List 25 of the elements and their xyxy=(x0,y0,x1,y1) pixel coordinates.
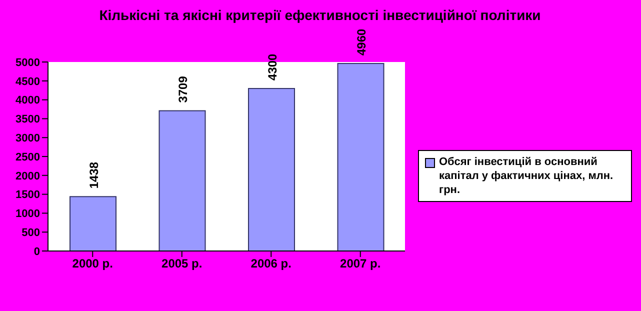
y-tick-label: 3500 xyxy=(16,114,40,126)
y-tick-label: 4500 xyxy=(16,76,40,88)
y-tick-label: 1500 xyxy=(16,189,40,202)
y-tick-label: 1000 xyxy=(16,208,40,220)
data-label: 4300 xyxy=(266,53,280,80)
bar xyxy=(248,88,295,251)
y-tick-label: 2500 xyxy=(16,151,40,164)
bar xyxy=(158,110,206,251)
x-tick-label: 2006 р. xyxy=(250,256,292,271)
bar xyxy=(70,196,116,251)
data-label: 1438 xyxy=(87,162,101,189)
chart-title: Кількісні та якісні критерії ефективності інвестиційної політики xyxy=(98,6,542,25)
data-label: 4960 xyxy=(354,28,369,56)
y-tick-label: 500 xyxy=(22,227,40,240)
x-tick-label: 2000 р. xyxy=(72,256,113,271)
y-tick-label: 2000 xyxy=(16,170,40,182)
y-tick-label: 5000 xyxy=(16,56,40,69)
x-tick-label: 2007 р. xyxy=(340,256,381,271)
bar xyxy=(337,63,384,251)
legend-label: Обсяг інвестицій в основний капітал у фактичних цінах, млн. грн. xyxy=(439,155,614,197)
y-tick-label: 4000 xyxy=(16,94,40,107)
x-tick-label: 2005 р. xyxy=(162,256,202,271)
y-tick-label: 0 xyxy=(34,246,40,258)
data-label: 3709 xyxy=(176,76,190,103)
y-tick-label: 3000 xyxy=(16,132,40,145)
